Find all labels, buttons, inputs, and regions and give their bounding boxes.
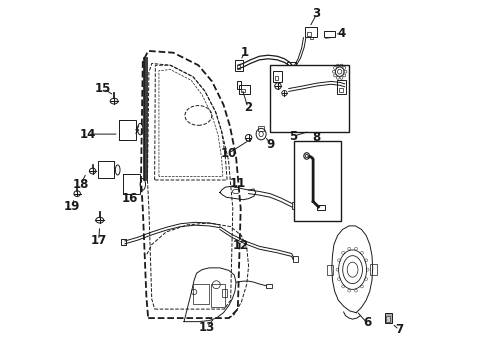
Bar bbox=[241, 89, 245, 93]
Text: 5: 5 bbox=[289, 130, 297, 143]
Text: 7: 7 bbox=[395, 323, 403, 336]
Bar bbox=[258, 126, 265, 131]
Bar bbox=[237, 64, 240, 69]
Text: 8: 8 bbox=[313, 131, 321, 144]
Bar bbox=[275, 76, 278, 80]
Text: 15: 15 bbox=[95, 82, 112, 95]
Bar bbox=[289, 66, 294, 71]
Text: 11: 11 bbox=[230, 177, 246, 190]
Bar bbox=[327, 265, 333, 275]
Bar bbox=[246, 138, 250, 140]
Bar bbox=[122, 239, 125, 245]
Bar bbox=[385, 314, 392, 323]
Bar bbox=[307, 32, 311, 36]
Bar bbox=[221, 289, 227, 297]
Bar bbox=[370, 264, 377, 275]
Bar bbox=[386, 316, 390, 322]
Bar bbox=[119, 120, 136, 140]
Bar bbox=[270, 65, 349, 132]
Text: 2: 2 bbox=[244, 101, 252, 114]
Bar bbox=[237, 81, 241, 89]
Bar bbox=[211, 284, 225, 307]
Text: 19: 19 bbox=[64, 201, 80, 213]
Text: 14: 14 bbox=[80, 127, 96, 141]
Bar bbox=[317, 205, 324, 211]
Bar bbox=[337, 80, 346, 94]
Text: 10: 10 bbox=[220, 147, 237, 159]
Text: 17: 17 bbox=[91, 234, 107, 247]
Text: 16: 16 bbox=[122, 192, 138, 205]
Text: 9: 9 bbox=[267, 138, 275, 150]
Bar bbox=[239, 85, 250, 94]
Bar bbox=[235, 60, 243, 71]
Bar bbox=[123, 174, 140, 194]
Bar bbox=[310, 37, 313, 40]
Bar bbox=[293, 256, 298, 262]
Bar bbox=[266, 284, 272, 288]
Bar bbox=[294, 140, 341, 221]
Text: 4: 4 bbox=[337, 27, 345, 40]
Text: 6: 6 bbox=[363, 316, 371, 329]
Text: 1: 1 bbox=[240, 46, 248, 59]
Bar bbox=[98, 161, 114, 178]
Bar bbox=[273, 71, 282, 82]
Bar bbox=[305, 27, 317, 37]
Bar bbox=[292, 202, 297, 210]
Bar bbox=[193, 284, 209, 304]
Text: 18: 18 bbox=[73, 178, 89, 191]
Text: 13: 13 bbox=[198, 320, 215, 333]
Bar bbox=[324, 31, 335, 37]
Text: 3: 3 bbox=[313, 8, 321, 21]
Bar bbox=[287, 62, 296, 72]
Bar bbox=[339, 88, 343, 92]
Text: 12: 12 bbox=[233, 239, 249, 252]
